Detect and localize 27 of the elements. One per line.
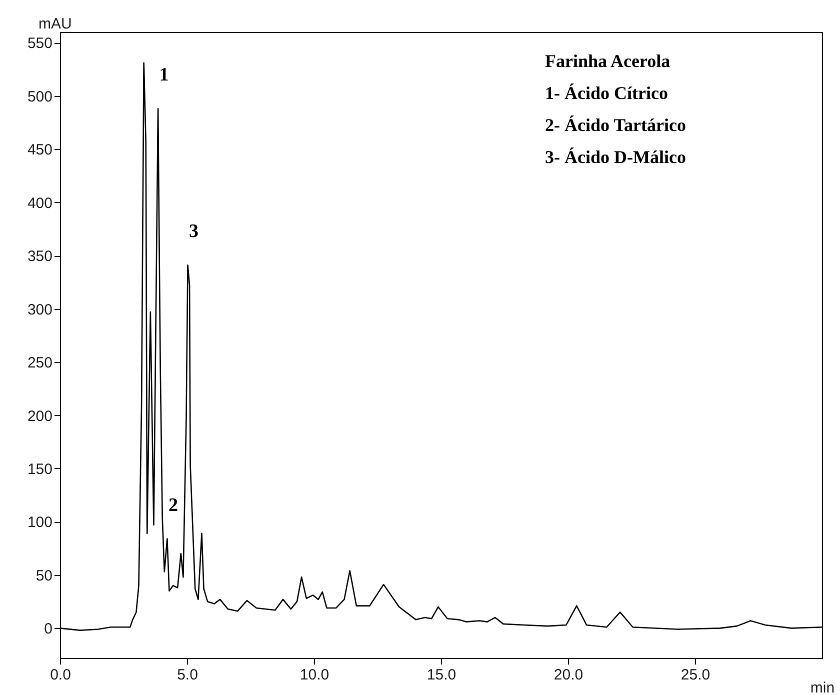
x-tick-label: 25.0 — [680, 666, 710, 684]
y-tick-label: 550 — [27, 35, 52, 52]
y-tick-label: 350 — [27, 248, 52, 266]
y-tick-label: 50 — [36, 567, 52, 584]
y-tick-label: 100 — [27, 514, 52, 532]
annotation: 2 — [168, 494, 178, 516]
x-axis-title: min — [810, 680, 835, 695]
y-axis-title: mAU — [38, 16, 72, 32]
annotation: 3- Ácido D-Málico — [545, 147, 686, 167]
x-tick-label: 20.0 — [554, 666, 584, 684]
y-tick-label: 450 — [27, 142, 52, 159]
annotation: 1 — [159, 64, 169, 86]
y-tick-label: 250 — [27, 354, 52, 372]
y-tick-label: 150 — [27, 460, 52, 478]
x-tick-label: 15.0 — [426, 666, 456, 684]
x-tick-label: 0.0 — [50, 666, 71, 684]
y-tick-label: 0 — [44, 620, 52, 638]
x-tick-label: 5.0 — [177, 666, 198, 684]
x-tick-label: 10.0 — [300, 666, 330, 684]
y-tick-label: 500 — [27, 88, 52, 106]
annotation: 1- Ácido Cítrico — [545, 83, 668, 103]
y-tick-label: 200 — [27, 408, 52, 425]
annotation: 2- Ácido Tartárico — [545, 115, 686, 135]
y-tick-label: 300 — [27, 301, 52, 318]
annotation: 3 — [189, 221, 199, 242]
y-tick-label: 400 — [27, 194, 52, 212]
text: Farinha Acerola — [545, 51, 670, 71]
